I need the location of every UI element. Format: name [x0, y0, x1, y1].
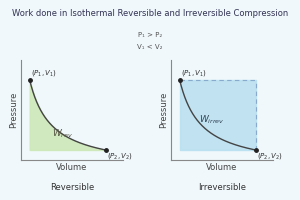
Text: $W_{rev}$: $W_{rev}$	[52, 128, 73, 140]
Text: V₁ < V₂: V₁ < V₂	[137, 44, 163, 50]
Text: Irreversible: Irreversible	[198, 182, 246, 192]
Text: $(P_2, V_2)$: $(P_2, V_2)$	[107, 151, 134, 161]
Text: Work done in Isothermal Reversible and Irreversible Compression: Work done in Isothermal Reversible and I…	[12, 9, 288, 19]
Text: P₁ > P₂: P₁ > P₂	[138, 32, 162, 38]
Y-axis label: Pressure: Pressure	[9, 92, 18, 128]
Text: $W_{irrev}$: $W_{irrev}$	[200, 114, 225, 126]
X-axis label: Volume: Volume	[56, 163, 88, 172]
Text: $(P_2, V_2)$: $(P_2, V_2)$	[257, 151, 283, 161]
Text: $(P_1, V_1)$: $(P_1, V_1)$	[181, 68, 207, 78]
Text: $(P_1, V_1)$: $(P_1, V_1)$	[31, 68, 57, 78]
Y-axis label: Pressure: Pressure	[159, 92, 168, 128]
Text: Reversible: Reversible	[50, 182, 94, 192]
X-axis label: Volume: Volume	[206, 163, 238, 172]
